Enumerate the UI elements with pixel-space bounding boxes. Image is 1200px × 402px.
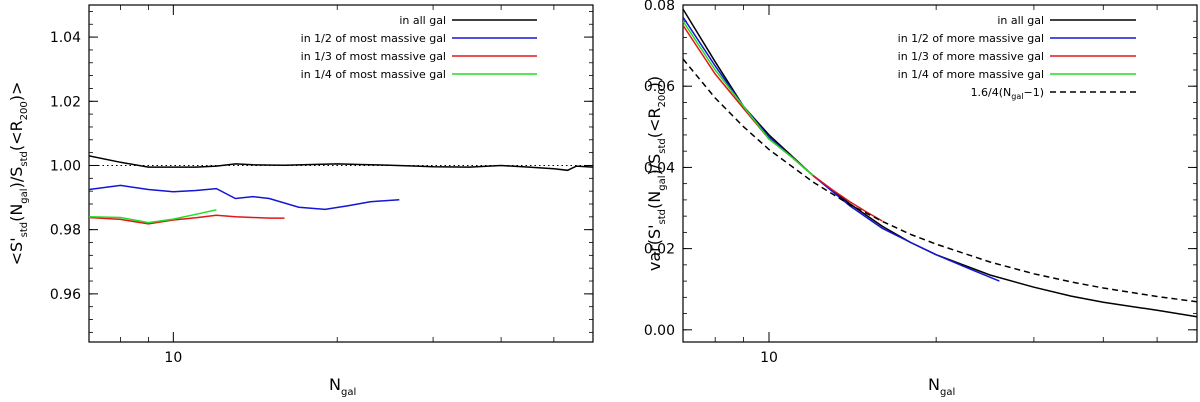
x-axis-label-main: N bbox=[928, 375, 940, 394]
y-axis-label-sub: std bbox=[657, 209, 668, 224]
y-axis-label-part: )> bbox=[7, 82, 26, 102]
legend-label-part: −1) bbox=[1023, 86, 1044, 99]
y-tick-label: 1.02 bbox=[50, 94, 81, 110]
series-line-1 bbox=[89, 184, 400, 211]
y-tick-label: 0.98 bbox=[50, 223, 81, 239]
y-axis-label-part: )/S bbox=[7, 167, 26, 189]
legend-label: in all gal bbox=[997, 14, 1044, 27]
y-axis-label: <S'std(Ngal)/Sstd(<R200)> bbox=[7, 82, 30, 266]
left-panel: 0.960.981.001.021.0410Ngal<S'std(Ngal)/S… bbox=[7, 4, 594, 398]
y-axis-label-sub: std bbox=[19, 151, 30, 166]
y-axis-label-part: (<R bbox=[645, 107, 664, 138]
y-axis-label: var(S'std(Ngal)/Sstd(<R200)) bbox=[645, 76, 668, 271]
y-tick-label: 0.02 bbox=[644, 242, 675, 258]
series-line-3 bbox=[683, 20, 814, 177]
y-tick-label: 1.00 bbox=[50, 158, 81, 174]
y-axis-label-sub: 200 bbox=[19, 101, 30, 120]
series-line-3 bbox=[89, 209, 217, 224]
legend-label: in 1/3 of most massive gal bbox=[301, 50, 446, 63]
y-axis-label-sub: gal bbox=[657, 176, 668, 191]
legend-label: in 1/4 of most massive gal bbox=[301, 68, 446, 81]
legend-label: in 1/3 of more massive gal bbox=[898, 50, 1044, 63]
x-axis-label: Ngal bbox=[329, 375, 356, 398]
series-line-0 bbox=[89, 155, 593, 172]
y-axis-label-part: )) bbox=[645, 76, 664, 88]
legend-label: in 1/2 of most massive gal bbox=[301, 32, 446, 45]
plot-frame bbox=[682, 4, 1198, 343]
series-line-1 bbox=[683, 16, 1000, 282]
y-axis-label-part: (N bbox=[7, 204, 26, 222]
y-axis-label-part: var(S' bbox=[645, 224, 664, 271]
x-axis-label-sub: gal bbox=[940, 387, 955, 398]
y-axis-label-part: (<R bbox=[7, 120, 26, 151]
y-axis-label-sub: std bbox=[657, 138, 668, 153]
y-axis-label-part: <S' bbox=[7, 237, 26, 265]
series-line-2 bbox=[683, 24, 883, 222]
y-tick-label: 0.96 bbox=[50, 287, 81, 303]
x-axis-label: Ngal bbox=[928, 375, 955, 398]
legend-label: in 1/4 of more massive gal bbox=[898, 68, 1044, 81]
legend-label: in all gal bbox=[399, 14, 446, 27]
y-axis-label-sub: gal bbox=[19, 188, 30, 203]
y-tick-label: 1.04 bbox=[50, 30, 81, 46]
series-line-2 bbox=[89, 214, 285, 225]
y-axis-label-part: )/S bbox=[645, 154, 664, 176]
y-tick-label: 0.06 bbox=[644, 79, 675, 95]
right-panel: 0.000.020.040.060.0810Ngalvar(S'std(Ngal… bbox=[644, 0, 1198, 398]
y-tick-label: 0.08 bbox=[644, 0, 675, 14]
x-axis-label-main: N bbox=[329, 375, 341, 394]
y-axis-label-sub: 200 bbox=[657, 88, 668, 107]
y-axis-label-sub: std bbox=[19, 222, 30, 237]
y-tick-label: 0.04 bbox=[644, 160, 675, 176]
legend-label: 1.6/4(Ngal−1) bbox=[971, 86, 1044, 101]
y-tick-label: 0.00 bbox=[644, 323, 675, 339]
legend-label-sub: gal bbox=[1011, 92, 1023, 101]
x-tick-label: 10 bbox=[164, 350, 182, 366]
plot-frame bbox=[88, 4, 594, 343]
x-tick-label: 10 bbox=[760, 350, 778, 366]
y-axis-label-part: (N bbox=[645, 191, 664, 209]
series-line-4 bbox=[683, 58, 1197, 303]
legend-label-part: 1.6/4(N bbox=[971, 86, 1012, 99]
legend-label: in 1/2 of more massive gal bbox=[898, 32, 1044, 45]
x-axis-label-sub: gal bbox=[341, 387, 356, 398]
